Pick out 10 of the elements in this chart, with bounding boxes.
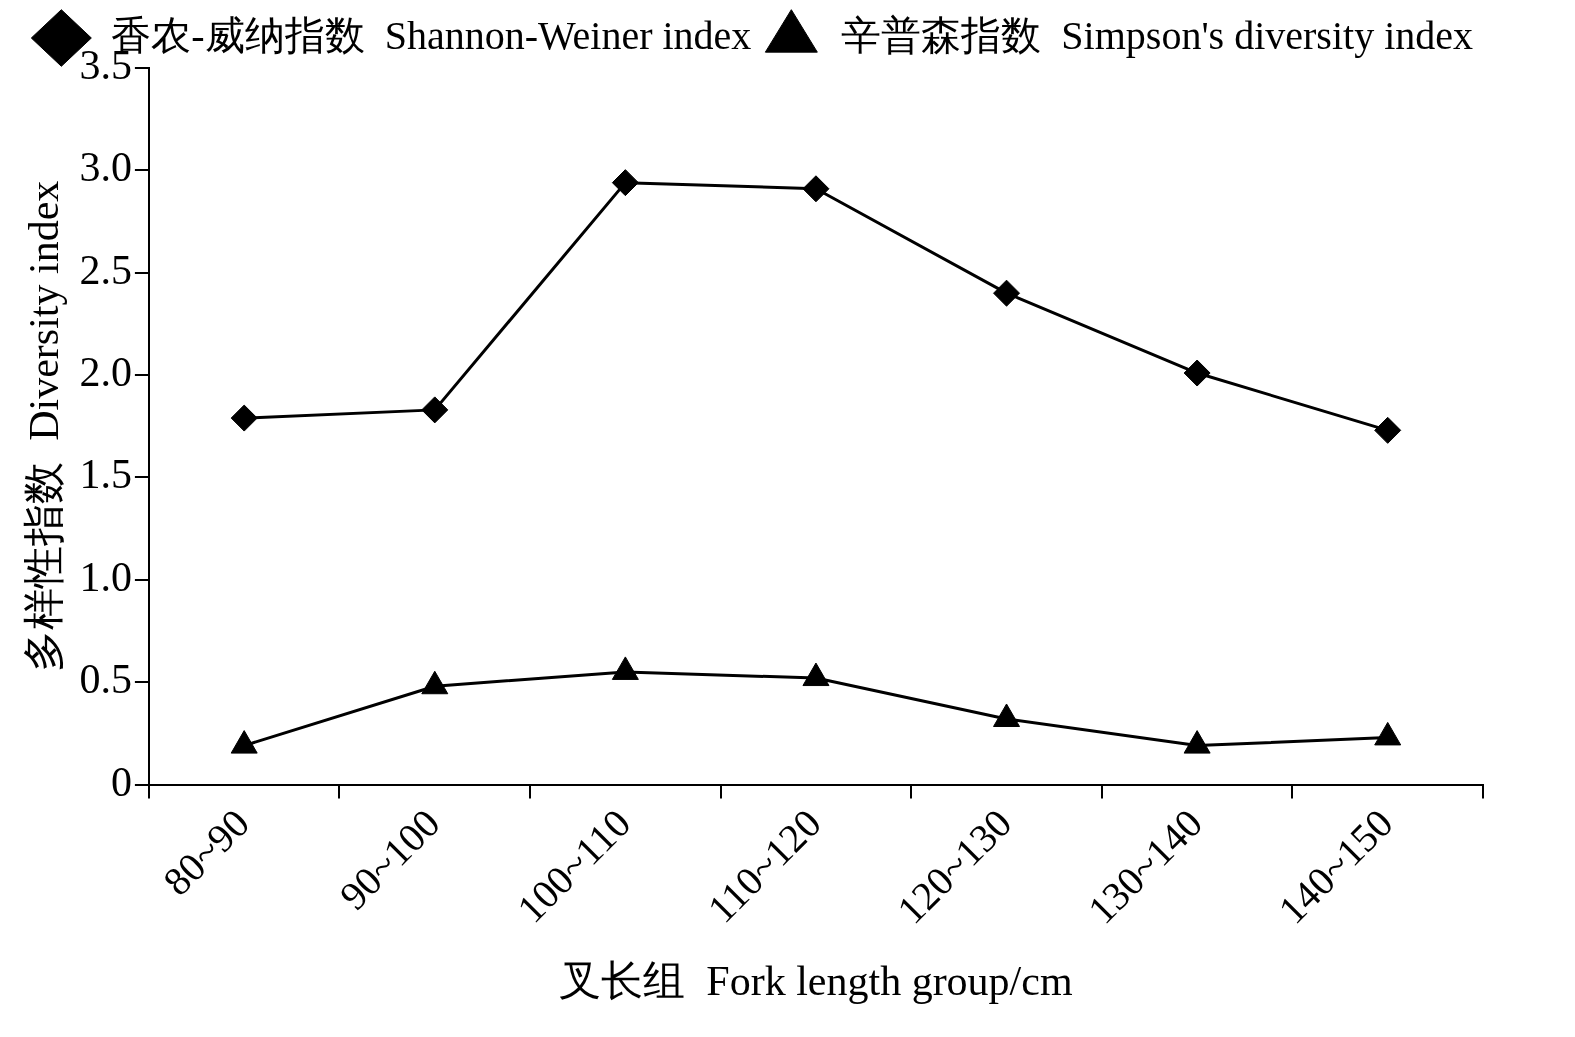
y-tick-label: 0.5 xyxy=(79,656,132,703)
y-tick-label: 2.5 xyxy=(79,246,132,293)
y-tick-label: 0 xyxy=(110,758,132,805)
x-axis-title: 叉长组 Fork length group/cm xyxy=(559,957,1073,1004)
y-axis-title: 多样性指数 Diversity index xyxy=(21,180,68,672)
y-tick-label: 1.0 xyxy=(79,553,132,600)
legend-label: 辛普森指数 Simpson's diversity index xyxy=(841,12,1474,58)
y-tick-label: 3.0 xyxy=(79,144,132,191)
y-tick-label: 2.0 xyxy=(79,349,132,396)
y-tick-label: 1.5 xyxy=(79,451,132,498)
